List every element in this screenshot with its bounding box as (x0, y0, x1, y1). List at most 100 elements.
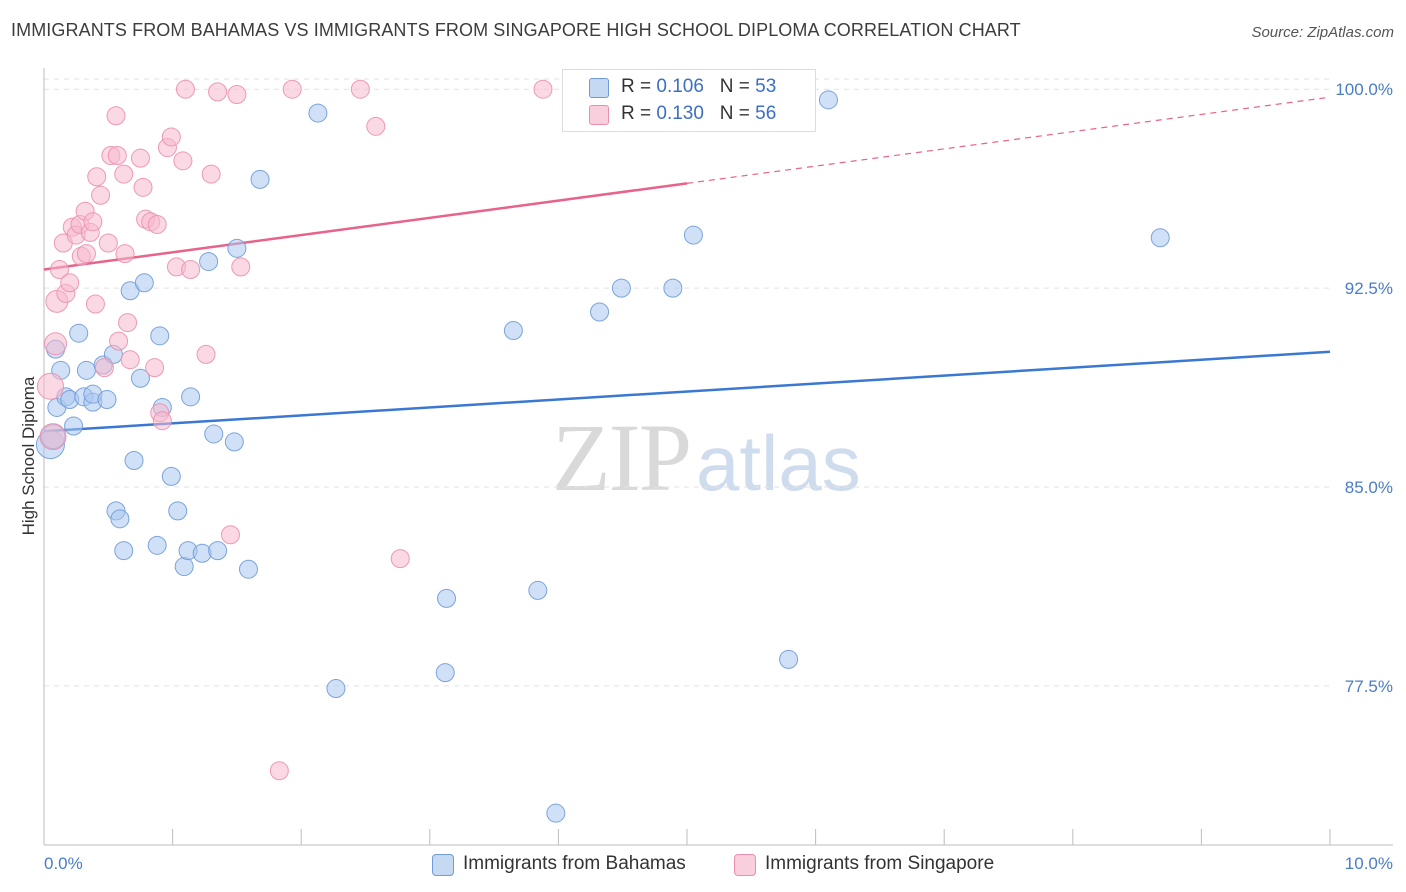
point-bahamas (818, 90, 838, 110)
point-bahamas (204, 424, 224, 444)
gridlines (44, 78, 1330, 687)
point-singapore (118, 313, 138, 333)
point-bahamas (326, 679, 346, 699)
point-singapore (130, 148, 150, 168)
legend-r-label-singapore: R = (621, 103, 657, 124)
point-singapore (175, 79, 195, 99)
legend-r-value-singapore: 0.130 (656, 103, 704, 124)
legend-n-value-singapore: 56 (755, 103, 777, 124)
point-singapore (115, 244, 135, 264)
axis-labels: 77.5% 85.0% 92.5% 100.0% 0.0% 10.0% High Schoo… (19, 80, 1393, 873)
point-bahamas (546, 803, 566, 823)
point-singapore (60, 273, 80, 293)
point-singapore (533, 79, 553, 99)
point-bahamas (437, 588, 457, 608)
point-bahamas (110, 509, 130, 529)
y-tick-label: 92.5% (1345, 279, 1393, 298)
point-singapore (85, 294, 105, 314)
point-bahamas (168, 501, 188, 521)
point-singapore (109, 331, 129, 351)
point-singapore (282, 79, 302, 99)
point-bahamas (181, 387, 201, 407)
point-singapore (390, 549, 410, 569)
point-singapore (173, 151, 193, 171)
point-singapore (208, 82, 228, 102)
point-singapore (145, 358, 165, 378)
point-singapore (36, 372, 64, 400)
legend-n-label-singapore: N = (719, 103, 756, 124)
point-bahamas (683, 225, 703, 245)
point-singapore (107, 146, 127, 166)
y-tick-label: 77.5% (1345, 677, 1393, 696)
trend-line-bahamas (43, 350, 1331, 433)
chart-title: IMMIGRANTS FROM BAHAMAS VS IMMIGRANTS FR… (11, 20, 1021, 40)
point-singapore (114, 164, 134, 184)
point-singapore (76, 244, 96, 264)
point-bahamas (224, 432, 244, 452)
point-bahamas (192, 543, 212, 563)
point-bahamas (174, 557, 194, 577)
point-singapore (201, 164, 221, 184)
point-bahamas (611, 278, 631, 298)
point-bahamas (779, 649, 799, 669)
point-singapore (39, 423, 67, 451)
chart-source: Source: ZipAtlas.com (1251, 24, 1394, 41)
point-singapore (83, 212, 103, 232)
point-bahamas (199, 252, 219, 272)
point-bahamas (238, 559, 258, 579)
point-bahamas (227, 238, 247, 258)
legend-swatch-bahamas (589, 78, 609, 98)
point-singapore (94, 358, 114, 378)
watermark-atlas: atlas (696, 419, 861, 507)
point-singapore (196, 344, 216, 364)
point-bahamas (528, 580, 548, 600)
point-bahamas (147, 535, 167, 555)
legend-stats-singapore: R = 0.130 N = 56 (621, 103, 776, 125)
watermark: ZIPatlas (552, 402, 861, 513)
point-singapore (147, 214, 167, 234)
point-singapore (44, 332, 68, 356)
y-axis-label: High School Diploma (19, 376, 38, 535)
point-singapore (120, 350, 140, 370)
point-bahamas (250, 169, 270, 189)
point-bahamas (590, 302, 610, 322)
point-singapore (161, 127, 181, 147)
point-singapore (181, 260, 201, 280)
point-bahamas (114, 541, 134, 561)
point-singapore (87, 167, 107, 187)
point-singapore (91, 185, 111, 205)
series-label-singapore: Immigrants from Singapore (765, 853, 995, 874)
legend-r-label-bahamas: R = (621, 76, 657, 97)
point-singapore (231, 257, 251, 277)
trend-line-singapore-dashed (686, 96, 1331, 184)
point-singapore (133, 177, 153, 197)
series-swatch-bahamas (432, 854, 454, 876)
point-bahamas (69, 323, 89, 343)
y-tick-label: 100.0% (1335, 80, 1393, 99)
point-bahamas (1150, 228, 1170, 248)
point-singapore (220, 525, 240, 545)
point-bahamas (435, 663, 455, 683)
legend-stats-bahamas: R = 0.106 N = 53 (621, 76, 776, 98)
point-singapore (152, 411, 172, 431)
point-bahamas (64, 416, 84, 436)
point-bahamas (663, 278, 683, 298)
point-bahamas (76, 360, 96, 380)
point-bahamas (130, 368, 150, 388)
point-singapore (366, 116, 386, 136)
trend-lines (43, 96, 1331, 433)
point-singapore (350, 79, 370, 99)
axes (43, 68, 1393, 846)
x-tick-label-min: 0.0% (44, 854, 83, 873)
point-bahamas (161, 466, 181, 486)
legend-n-label-bahamas: N = (719, 76, 756, 97)
point-bahamas (503, 321, 523, 341)
point-bahamas (134, 273, 154, 293)
point-singapore (49, 260, 69, 280)
legend-r-value-bahamas: 0.106 (656, 76, 704, 97)
x-tick-label-max: 10.0% (1345, 854, 1393, 873)
series-label-bahamas: Immigrants from Bahamas (463, 853, 686, 874)
point-bahamas (208, 541, 228, 561)
legend-n-value-bahamas: 53 (755, 76, 777, 97)
